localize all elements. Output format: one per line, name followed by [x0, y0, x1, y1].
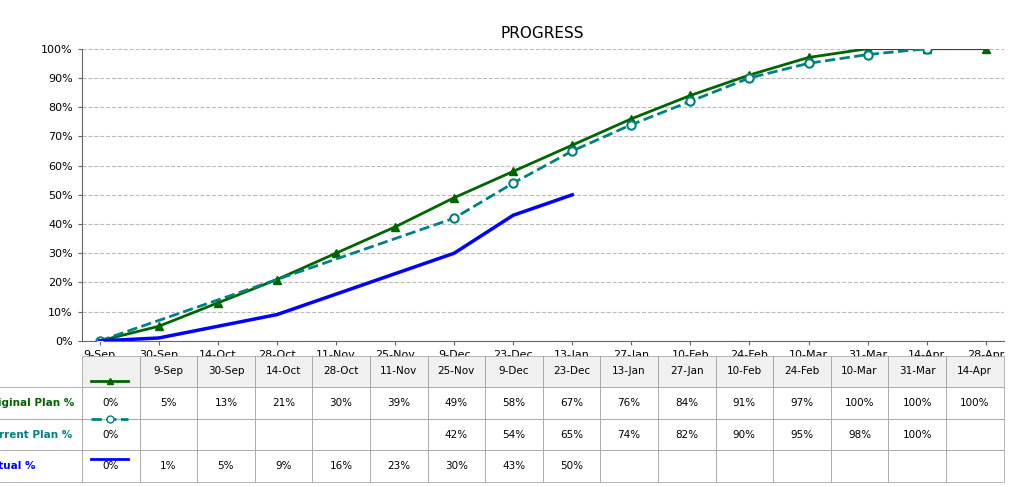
Title: PROGRESS: PROGRESS [501, 26, 585, 40]
